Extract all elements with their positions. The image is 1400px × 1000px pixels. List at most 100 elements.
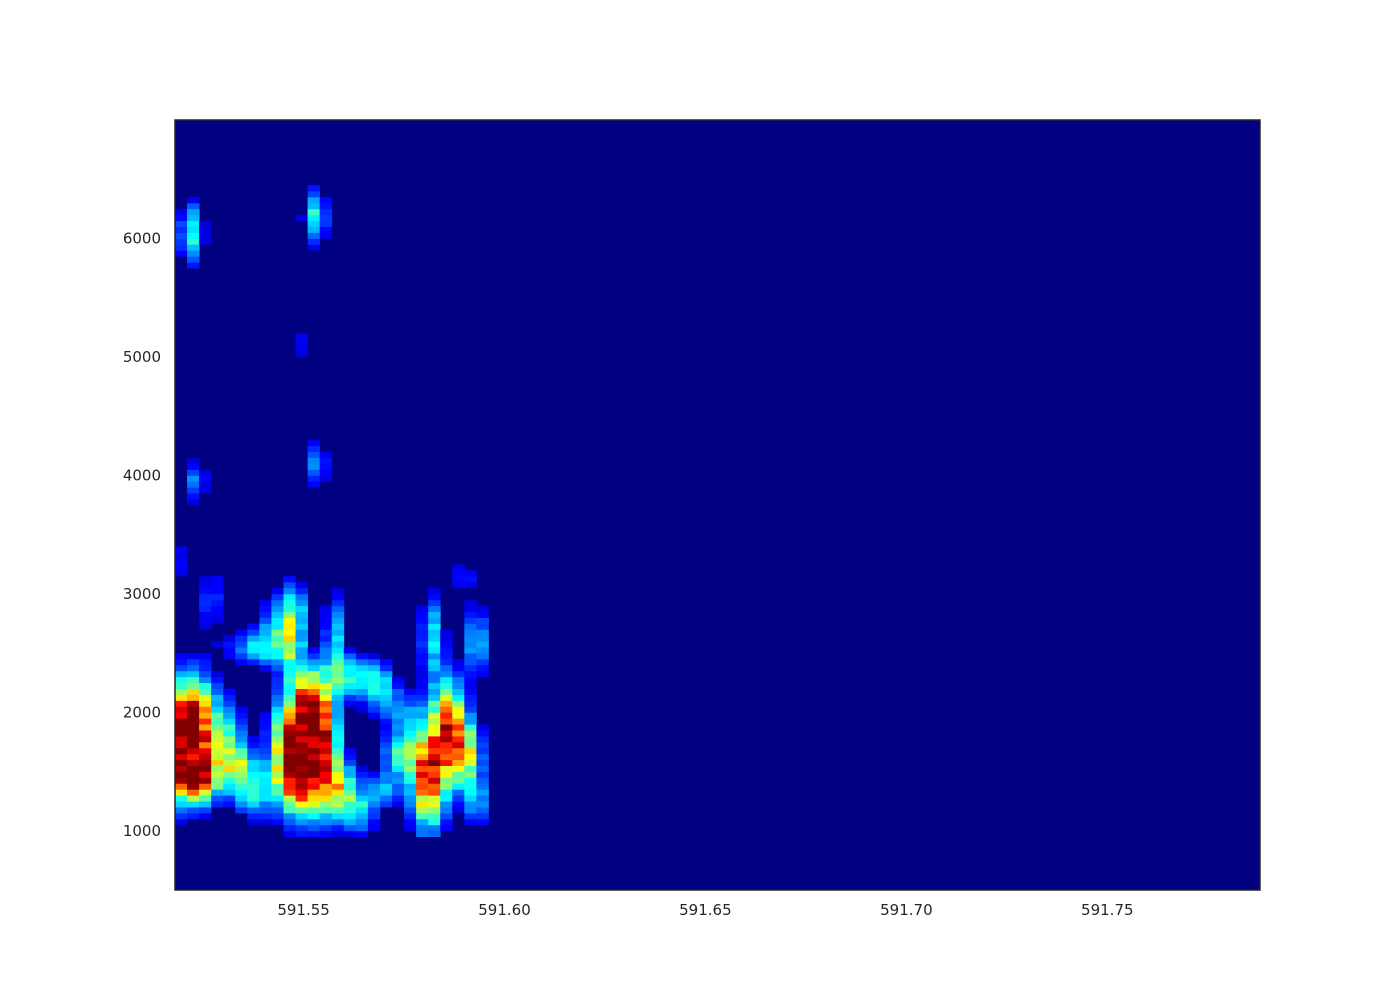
heatmap-cell	[452, 718, 465, 725]
heatmap-cell	[307, 445, 321, 453]
heatmap-cell	[416, 629, 429, 636]
heatmap-cell	[199, 753, 212, 761]
heatmap-cell	[404, 718, 417, 725]
heatmap-cell	[331, 753, 345, 761]
heatmap-cell	[440, 747, 453, 755]
heatmap-cell	[416, 741, 429, 749]
heatmap-cell	[175, 244, 188, 251]
heatmap-cell	[416, 700, 429, 707]
heatmap-cell	[428, 706, 441, 713]
heatmap-cell	[271, 818, 284, 826]
heatmap-cell	[199, 599, 212, 607]
heatmap-cell	[211, 771, 224, 778]
heatmap-cell	[440, 736, 453, 743]
heatmap-cell	[404, 706, 417, 713]
heatmap-cell	[319, 818, 333, 826]
heatmap-cell	[211, 777, 224, 784]
heatmap-cell	[331, 741, 345, 749]
heatmap-cell	[271, 694, 284, 701]
heatmap-cell	[199, 801, 212, 808]
heatmap-cell	[283, 807, 296, 814]
heatmap-cell	[319, 789, 333, 796]
heatmap-cell	[392, 718, 405, 725]
heatmap-cell	[331, 617, 345, 624]
heatmap-cell	[199, 611, 212, 618]
heatmap-cell	[379, 694, 393, 701]
heatmap-cell	[355, 653, 369, 660]
heatmap-cell	[223, 795, 236, 802]
heatmap-cell	[428, 807, 441, 814]
heatmap-cell	[175, 706, 188, 713]
heatmap-cell	[404, 730, 417, 737]
heatmap-cell	[404, 759, 417, 767]
heatmap-cell	[379, 753, 393, 761]
heatmap-cell	[319, 718, 333, 725]
heatmap-cell	[199, 670, 212, 678]
heatmap-cell	[271, 670, 284, 678]
heatmap-cell	[283, 783, 296, 790]
heatmap-cell	[247, 641, 260, 648]
heatmap-cell	[319, 813, 333, 820]
heatmap-cell	[440, 694, 453, 701]
heatmap-cell	[392, 730, 405, 737]
heatmap-cell	[307, 197, 321, 204]
heatmap-cell	[187, 706, 200, 713]
heatmap-cell	[416, 783, 429, 790]
heatmap-cell	[187, 700, 200, 707]
heatmap-cell	[283, 771, 296, 778]
heatmap-cell	[295, 765, 309, 772]
heatmap-cell	[283, 593, 296, 601]
heatmap-cell	[295, 694, 309, 701]
heatmap-cell	[476, 789, 489, 796]
heatmap-cell	[331, 647, 345, 654]
heatmap-cell	[343, 765, 357, 772]
heatmap-cell	[319, 753, 333, 761]
heatmap-cell	[331, 635, 345, 642]
heatmap-cell	[307, 777, 321, 784]
heatmap-cell	[271, 641, 284, 648]
heatmap-cell	[247, 807, 260, 814]
heatmap-cell	[235, 635, 248, 642]
heatmap-cell	[199, 741, 212, 749]
heatmap-cell	[283, 706, 296, 713]
heatmap-cell	[259, 777, 272, 784]
heatmap-cell	[187, 694, 200, 701]
heatmap-cell	[283, 730, 296, 737]
heatmap-cell	[452, 747, 465, 755]
heatmap-cell	[464, 795, 477, 802]
heatmap-cell	[271, 813, 284, 820]
x-tick-label: 591.60	[478, 901, 531, 919]
heatmap-cell	[428, 789, 441, 796]
heatmap-cell	[211, 587, 224, 595]
heatmap-cell	[464, 682, 477, 690]
heatmap-cell	[355, 801, 369, 808]
heatmap-cell	[247, 623, 260, 630]
heatmap-cell	[199, 706, 212, 713]
heatmap-cell	[464, 623, 477, 630]
heatmap-cell	[367, 771, 381, 778]
heatmap-cell	[355, 771, 369, 778]
heatmap-cell	[187, 771, 200, 778]
heatmap-cell	[319, 759, 333, 767]
heatmap-cell	[416, 765, 429, 772]
heatmap-cell	[235, 759, 248, 767]
heatmap-cell	[235, 724, 248, 731]
heatmap-cell	[175, 670, 188, 678]
heatmap-cell	[271, 659, 284, 666]
heatmap-cell	[247, 753, 260, 761]
heatmap-cell	[247, 801, 260, 808]
heatmap-cell	[307, 191, 321, 198]
heatmap-cell	[199, 724, 212, 731]
heatmap-cell	[343, 659, 357, 666]
heatmap-cell	[343, 747, 357, 755]
heatmap-cell	[331, 587, 345, 595]
heatmap-cell	[416, 736, 429, 743]
heatmap-cell	[187, 469, 200, 476]
heatmap-cell	[283, 605, 296, 613]
heatmap-cell	[187, 232, 200, 239]
heatmap-cell	[271, 759, 284, 767]
heatmap-cell	[259, 641, 272, 648]
heatmap-cell	[367, 676, 381, 684]
heatmap-cell	[295, 611, 309, 618]
heatmap-cell	[283, 777, 296, 784]
